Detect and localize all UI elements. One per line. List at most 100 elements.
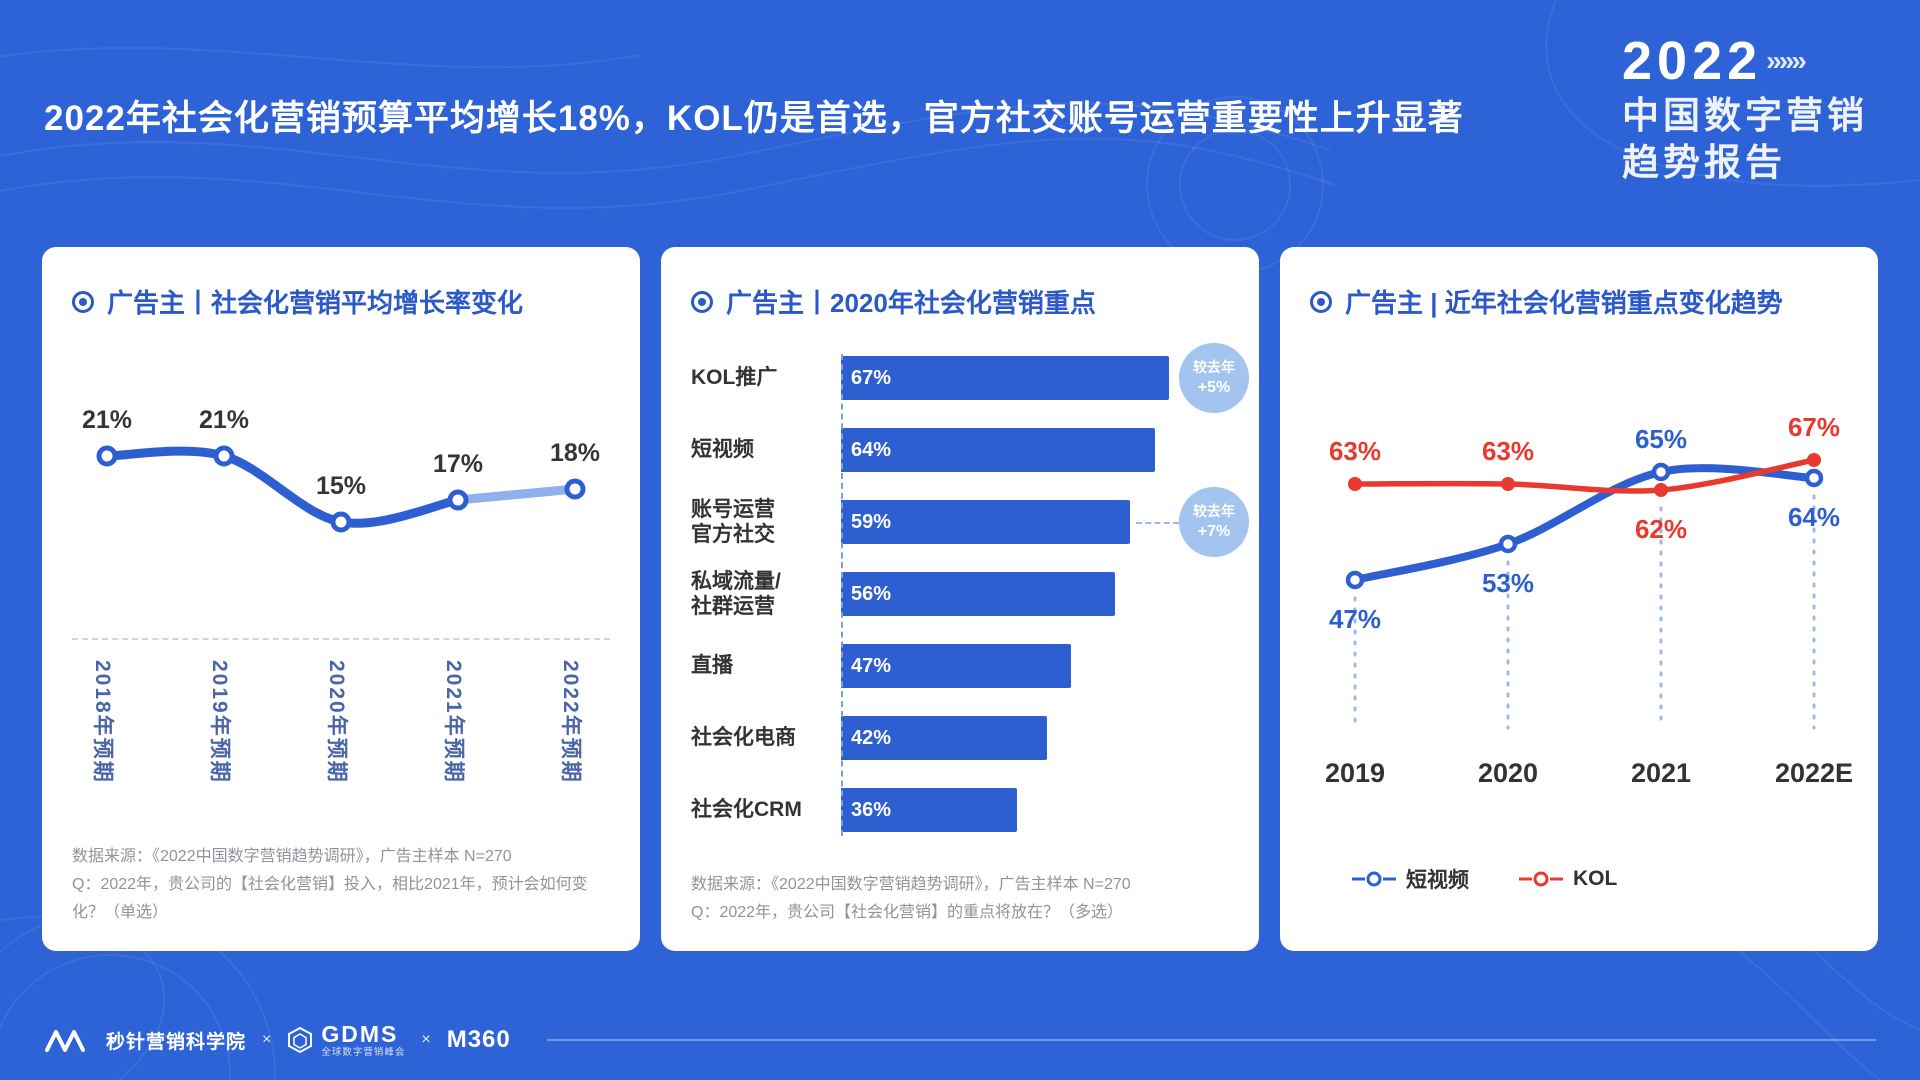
card-title-text: 广告主丨2020年社会化营销重点 [726,288,1096,318]
card-2020-focus: 广告主丨2020年社会化营销重点 KOL推广 67% 短视频 64% 账号运营 官方社交… [661,247,1259,951]
question-text: Q：2022年，贵公司【社会化营销】的重点将放在？（多选） [691,904,1124,921]
badge-connector [1136,522,1179,524]
report-logo: 2022 »»» 中国数字营销 趋势报告 [1622,30,1868,187]
bar: 56% [841,572,1116,616]
axis-divider [72,638,610,640]
data-point-label: 64% [1788,502,1840,532]
data-point-label: 63% [1329,436,1381,466]
data-point-marker [1345,570,1365,590]
data-point-label: 63% [1482,436,1534,466]
target-icon [691,290,713,313]
card-footer: 数据来源：《2022中国数字营销趋势调研》，广告主样本 N=270 Q：2022… [72,843,610,927]
growth-x-labels: 2018年预期 2019年预期 2020年预期 2021年预期 2022年预期 [72,656,610,826]
brand-miaozhen: 秒针营销科学院 [106,1031,247,1053]
bar: 64% [841,428,1155,472]
card-title-text: 广告主丨社会化营销平均增长率变化 [107,288,524,318]
gdms-text: GDMS 全球数字营销峰会 [321,1021,405,1058]
target-icon [72,290,94,313]
data-point-marker [96,445,118,467]
bar-category-label: 账号运营 官方社交 [691,497,775,546]
logo-arrows-icon: »»» [1766,45,1807,76]
bar-category-label: 社会化电商 [691,726,796,750]
gdms-logo-icon [288,1026,313,1054]
card-growth-rate: 广告主丨社会化营销平均增长率变化 21% 21% 15% 17% 18% 2018年预期… [42,247,640,951]
legend-item: 短视频 [1352,864,1469,894]
bar-value: 42% [851,726,892,749]
data-point-marker [1654,483,1668,497]
x-axis-label: 2021年预期 [442,660,465,784]
bar-value: 56% [851,582,892,605]
data-point-label: 53% [1482,568,1534,598]
page-title: 2022年社会化营销预算平均增长18%，KOL仍是首选，官方社交账号运营重要性上… [44,99,1464,138]
card-title-text: 广告主 | 近年社会化营销重点变化趋势 [1345,288,1783,318]
x-axis-label: 2018年预期 [91,660,114,784]
data-point-label: 65% [1635,424,1687,454]
yoy-badge-line1: 较去年 [1193,502,1235,519]
data-point-label: 62% [1635,514,1687,544]
card-title: 广告主 | 近年社会化营销重点变化趋势 [1310,283,1848,320]
report-logo-line1: 中国数字营销 [1622,95,1868,136]
bar-row: KOL推广 67% [691,356,1229,400]
x-axis-label: 2022E [1775,758,1853,788]
brand-separator: × [421,1031,431,1049]
x-axis-label: 2022年预期 [559,660,582,784]
card-trend: 广告主 | 近年社会化营销重点变化趋势 47% 53% 65% 64% 63% 63% 62… [1280,247,1878,951]
trend-line-chart: 47% 53% 65% 64% 63% 63% 62% 67% 2019 2020 2021 2022… [1325,412,1853,788]
data-point-marker [330,511,352,533]
bar-row: 直播 47% [691,644,1229,688]
legend-label: KOL [1573,867,1618,890]
bar: 59% [841,500,1131,544]
bar: 67% [841,356,1170,400]
question-text: Q：2022年，贵公司的【社会化营销】投入，相比2021年，预计会如何变化？（单… [72,876,588,921]
legend-item: KOL [1519,867,1617,891]
data-point-label: 21% [82,406,132,434]
legend-label: 短视频 [1406,869,1469,892]
data-point-marker [1501,477,1515,491]
growth-line-chart: 21% 21% 15% 17% 18% [82,406,600,533]
data-point-label: 21% [199,406,249,434]
bar-row: 社会化电商 42% [691,716,1229,760]
footer-brands: 秒针营销科学院 × GDMS 全球数字营销峰会 × M360 [44,1021,1876,1058]
bar-value: 64% [851,438,892,461]
legend-marker-icon [1352,871,1396,887]
series-line-kol [1352,457,1817,494]
data-point-marker [1348,477,1362,491]
yoy-badge: 较去年 +7% [1179,487,1249,557]
card-footer: 数据来源：《2022中国数字营销趋势调研》，广告主样本 N=270 Q：2022… [691,871,1229,927]
report-logo-year: 2022 »»» [1622,30,1868,92]
x-axis-label: 2020 [1478,758,1538,788]
data-source: 数据来源：《2022中国数字营销趋势调研》，广告主样本 N=270 [72,848,512,865]
x-axis-label: 2019 [1325,758,1385,788]
data-point-marker [1804,468,1824,488]
data-point-marker [447,489,469,511]
legend-marker-icon [1519,871,1563,887]
bar-row: 社会化CRM 36% [691,788,1229,832]
bar-category-label: 私域流量/ 社群运营 [691,569,781,618]
bar-category-label: KOL推广 [691,366,778,390]
target-icon [1310,290,1332,313]
miaozhen-logo-icon [45,1030,85,1053]
bar-axis-line [841,354,843,836]
yoy-badge-line2: +5% [1197,378,1231,396]
bar-value: 59% [851,510,892,533]
data-point-marker [1498,534,1518,554]
data-source: 数据来源：《2022中国数字营销趋势调研》，广告主样本 N=270 [691,876,1131,893]
x-axis-label: 2019年预期 [208,660,231,784]
bar-category-label: 直播 [691,654,733,678]
brand-gdms: GDMS 全球数字营销峰会 [287,1021,405,1058]
yoy-badge-line1: 较去年 [1193,358,1235,375]
trend-legend: 短视频 KOL [1352,864,1878,894]
report-logo-line2: 趋势报告 [1622,142,1786,184]
yoy-badge-line2: +7% [1197,522,1231,540]
data-point-marker [1651,462,1671,482]
card-title: 广告主丨2020年社会化营销重点 [691,283,1229,320]
data-point-label: 17% [433,450,483,478]
data-point-marker [213,445,235,467]
logo-year-text: 2022 [1622,31,1763,91]
gdms-name: GDMS [321,1021,399,1048]
bar-value: 36% [851,798,892,821]
data-point-label: 67% [1788,412,1840,442]
bar-row: 短视频 64% [691,428,1229,472]
card-title: 广告主丨社会化营销平均增长率变化 [72,283,610,320]
bar-value: 67% [851,366,892,389]
